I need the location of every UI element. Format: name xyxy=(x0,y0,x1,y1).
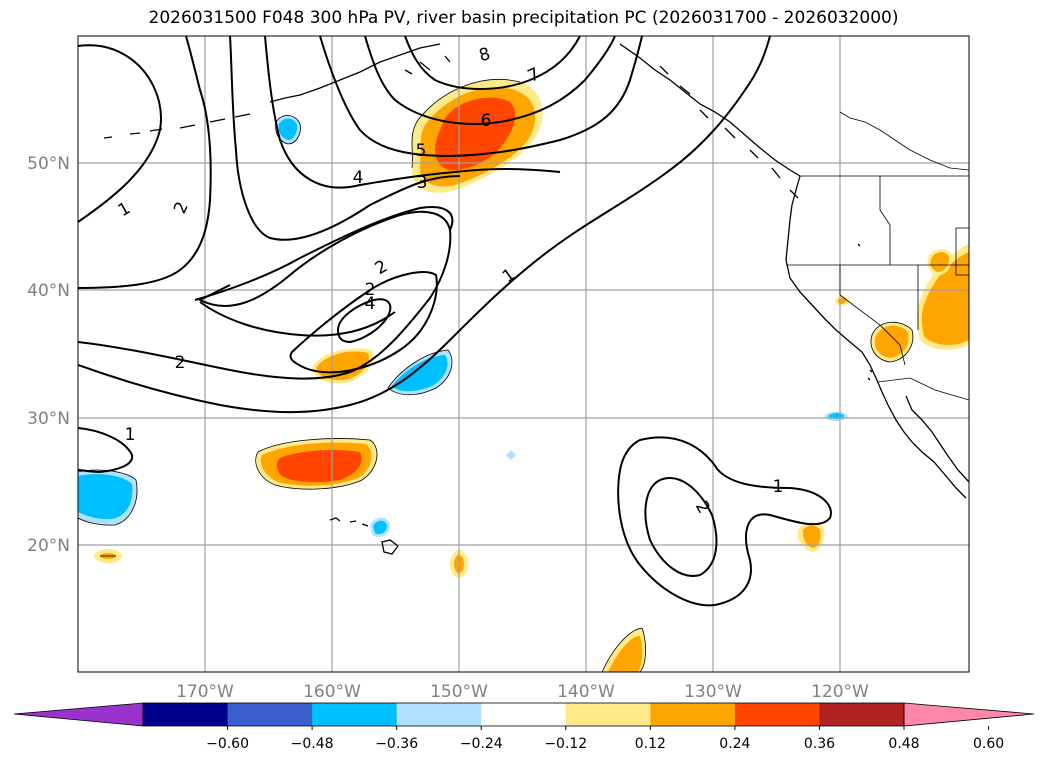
colorbar-ticks: −0.60 −0.48 −0.36 −0.24 −0.12 0.12 0.24 0.36 0.4… xyxy=(206,726,1004,752)
lat-label: 20°N xyxy=(27,536,70,556)
colorbar-segment xyxy=(734,703,820,726)
precip-positive-shading xyxy=(94,79,969,672)
colorbar-segment xyxy=(565,703,651,726)
pv-label: 4 xyxy=(353,168,364,188)
lon-label: 130°W xyxy=(684,682,742,702)
colorbar-tick-label: 0.24 xyxy=(719,736,750,752)
colorbar-frame xyxy=(142,702,905,727)
colorbar-tick-label: −0.36 xyxy=(375,736,418,752)
colorbar-segment xyxy=(396,703,482,726)
colorbar-extend-max xyxy=(903,702,1035,727)
colorbar-tick-label: 0.36 xyxy=(804,736,835,752)
map-title: 2026031500 F048 300 hPa PV, river basin … xyxy=(148,8,899,28)
pv-label: 2 xyxy=(175,353,186,373)
colorbar-tick-label: −0.12 xyxy=(544,736,587,752)
pv-label: 2 xyxy=(170,199,193,217)
pv-label: 5 xyxy=(416,141,427,161)
latitude-labels: 50°N 40°N 30°N 20°N xyxy=(27,154,70,556)
pv-label: 1 xyxy=(115,198,134,221)
colorbar-extend-min xyxy=(13,702,144,727)
pv-label: 8 xyxy=(477,44,493,66)
lon-label: 170°W xyxy=(176,682,234,702)
colorbar-segment xyxy=(143,703,229,726)
political-borders xyxy=(786,111,969,401)
lon-label: 140°W xyxy=(557,682,615,702)
longitude-labels: 170°W 160°W 150°W 140°W 130°W 120°W xyxy=(176,682,869,702)
colorbar-tick-label: 0.48 xyxy=(888,736,919,752)
colorbar-segments xyxy=(143,703,905,726)
pv-label: 6 xyxy=(481,111,492,131)
lat-label: 50°N xyxy=(27,154,70,174)
colorbar-segment xyxy=(312,703,398,726)
colorbar-segment xyxy=(819,703,905,726)
colorbar: −0.60 −0.48 −0.36 −0.24 −0.12 0.12 0.24 0.36 0.4… xyxy=(13,702,1035,752)
colorbar-tick-label: 0.60 xyxy=(973,736,1004,752)
pv-label: 2 xyxy=(372,256,391,279)
colorbar-tick-label: −0.48 xyxy=(291,736,334,752)
lon-label: 120°W xyxy=(811,682,869,702)
pv-label: 1 xyxy=(125,425,136,445)
pv-label: 4 xyxy=(365,294,376,314)
lat-label: 30°N xyxy=(27,409,70,429)
map-frame xyxy=(77,35,970,673)
colorbar-segment xyxy=(227,703,313,726)
colorbar-tick-label: −0.24 xyxy=(460,736,503,752)
pv-label: 1 xyxy=(773,477,784,497)
colorbar-segment xyxy=(650,703,736,726)
coastlines xyxy=(103,43,969,555)
pv-contours xyxy=(78,36,832,607)
colorbar-tick-label: 0.12 xyxy=(635,736,666,752)
precip-negative-shading xyxy=(78,115,848,537)
lon-label: 160°W xyxy=(303,682,361,702)
pv-label: 2 xyxy=(365,280,376,300)
lat-label: 40°N xyxy=(27,281,70,301)
colorbar-segment xyxy=(481,703,567,726)
pv-label: 3 xyxy=(417,173,428,193)
pv-label: 2 xyxy=(691,498,714,517)
colorbar-tick-label: −0.60 xyxy=(206,736,249,752)
lon-label: 150°W xyxy=(430,682,488,702)
